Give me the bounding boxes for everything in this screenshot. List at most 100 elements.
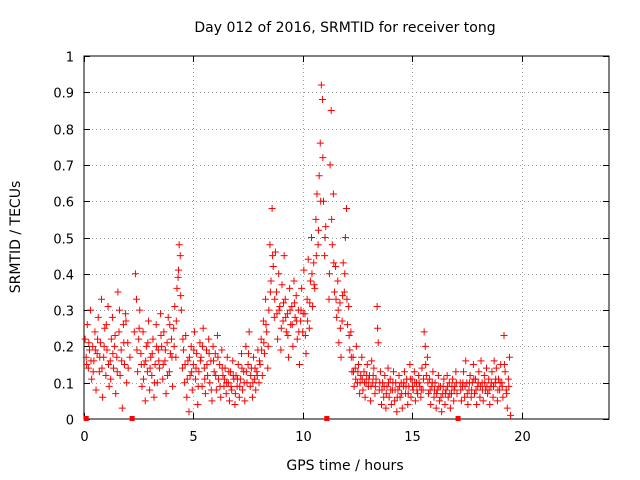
data-point — [131, 270, 139, 278]
data-point — [398, 390, 406, 398]
data-point — [142, 357, 150, 365]
data-point — [327, 106, 335, 114]
data-point — [280, 252, 288, 260]
data-point — [203, 346, 210, 354]
y-tick-label: 0 — [66, 414, 74, 429]
data-point — [87, 306, 95, 314]
data-point — [376, 379, 384, 387]
data-point — [459, 379, 467, 387]
data-point — [196, 357, 204, 365]
data-point — [500, 332, 508, 340]
y-tick-label: 0.4 — [53, 269, 74, 284]
data-point — [299, 310, 307, 318]
data-point — [355, 361, 363, 369]
data-point — [415, 379, 423, 387]
data-point — [134, 368, 142, 376]
data-point — [250, 353, 258, 361]
data-point — [111, 342, 119, 350]
data-point — [143, 368, 151, 376]
data-point — [429, 368, 437, 376]
data-point — [374, 324, 382, 332]
data-point — [173, 284, 181, 292]
data-point — [312, 252, 320, 260]
data-point — [192, 375, 200, 383]
data-point — [282, 328, 290, 336]
data-point — [352, 375, 360, 383]
data-point — [333, 313, 341, 321]
data-point — [481, 379, 489, 387]
data-point — [263, 328, 271, 336]
data-point — [99, 393, 107, 401]
data-point — [499, 393, 507, 401]
data-point — [190, 346, 198, 354]
data-point — [102, 321, 110, 329]
data-point — [114, 288, 122, 296]
data-point — [255, 357, 263, 365]
data-point — [168, 353, 176, 361]
data-point — [292, 292, 300, 300]
data-point — [371, 390, 379, 398]
data-point — [118, 357, 126, 365]
data-point — [144, 339, 152, 347]
data-point — [120, 361, 128, 369]
data-point — [314, 241, 322, 249]
data-point — [183, 375, 191, 383]
data-point — [347, 353, 355, 361]
data-point — [152, 321, 160, 329]
data-point — [465, 379, 473, 387]
data-point — [457, 397, 465, 405]
data-point — [286, 284, 294, 292]
data-point — [293, 317, 301, 325]
data-point — [180, 346, 188, 354]
data-point — [139, 328, 147, 336]
data-point — [249, 379, 257, 387]
data-point — [155, 357, 163, 365]
data-point — [247, 371, 255, 379]
data-point — [321, 252, 329, 260]
data-point — [400, 368, 408, 376]
data-point — [452, 379, 460, 387]
data-point — [463, 390, 471, 398]
data-point — [464, 400, 472, 408]
data-point — [179, 335, 187, 343]
data-point — [246, 382, 254, 390]
data-point — [229, 357, 237, 365]
data-point — [133, 346, 141, 354]
data-point — [474, 379, 482, 387]
data-point — [146, 386, 154, 394]
data-point — [494, 386, 502, 394]
data-point — [283, 310, 291, 318]
data-point — [325, 295, 333, 303]
data-point — [347, 328, 355, 336]
data-point — [310, 281, 318, 289]
data-point — [130, 328, 138, 336]
data-point — [415, 371, 423, 379]
data-point — [385, 393, 393, 401]
data-point — [218, 346, 226, 354]
data-point — [122, 310, 130, 318]
data-point — [352, 342, 360, 350]
data-point — [229, 371, 237, 379]
data-point — [175, 241, 183, 249]
data-point — [290, 299, 298, 307]
data-point — [219, 371, 227, 379]
data-point — [196, 339, 204, 347]
data-point — [400, 379, 408, 387]
data-point — [118, 404, 126, 412]
data-point — [161, 346, 169, 354]
data-point — [498, 382, 506, 390]
data-point — [330, 288, 338, 296]
data-point — [146, 364, 154, 372]
data-point — [356, 390, 364, 398]
data-point — [91, 346, 99, 354]
data-point — [350, 382, 358, 390]
data-point — [223, 353, 231, 361]
data-point — [81, 335, 89, 343]
data-point — [238, 350, 245, 358]
data-point — [245, 328, 253, 336]
data-point — [483, 382, 491, 390]
data-point — [140, 375, 147, 383]
data-point — [425, 390, 433, 398]
data-point — [398, 404, 406, 412]
x-axis-label: GPS time / hours — [286, 458, 403, 474]
